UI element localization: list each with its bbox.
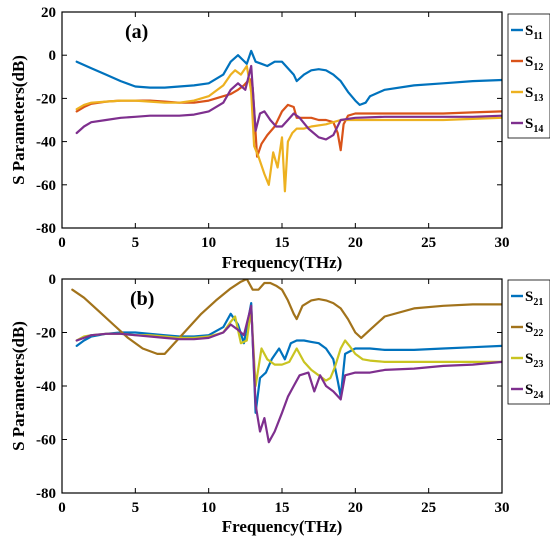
chart-b-x-tick-label: 10 [201, 500, 216, 516]
chart-a-panel-label: (a) [125, 21, 148, 43]
chart-a-x-tick-label: 30 [495, 235, 510, 251]
chart-b-y-tick-label: 0 [49, 272, 57, 288]
chart-a-y-tick-label: -80 [36, 221, 56, 237]
chart-panel-a: 0 5 10 15 20 25 30 20 0 -20 -40 -60 -80 Frequency(THz… [9, 5, 550, 272]
chart-a-legend: S11 S12 S13 S14 [507, 13, 550, 139]
chart-a-y-tick-label: -60 [36, 178, 56, 194]
chart-b-y-axis-title: S Parameters(dB) [9, 321, 28, 451]
chart-b-legend-label-s21: S21 [525, 289, 543, 308]
chart-b-series-group [71, 279, 502, 444]
chart-b-x-tick-label: 0 [58, 500, 66, 516]
chart-b-x-tick-label: 15 [275, 500, 290, 516]
chart-b-series-s21-line [75, 302, 502, 414]
chart-b-legend-label-s22: S22 [525, 320, 543, 339]
chart-a-y-tick-label: 0 [49, 48, 57, 64]
chart-b-y-tick-label: -60 [36, 433, 56, 449]
chart-b-legend: S21 S22 S23 S24 [507, 279, 550, 405]
chart-b-x-tick-label: 20 [348, 500, 363, 516]
chart-b-y-tick-label: -80 [36, 486, 56, 502]
chart-b-y-tick-label: -20 [36, 326, 56, 342]
chart-a-x-tick-label: 5 [132, 235, 140, 251]
chart-b-plot-frame [61, 278, 503, 494]
chart-a-series-s13-line [75, 64, 502, 193]
chart-a-series-group [75, 49, 502, 193]
chart-a-legend-label-s11: S11 [525, 23, 543, 42]
chart-b-panel-label: (b) [130, 288, 154, 310]
chart-a-legend-box [507, 13, 550, 139]
chart-a-series-s14-line [75, 64, 502, 141]
chart-a-x-axis-title: Frequency(THz) [222, 253, 343, 272]
chart-a-y-tick-label: -20 [36, 91, 56, 107]
chart-a-y-tick-label: -40 [36, 135, 56, 151]
chart-b-legend-box [507, 279, 550, 405]
chart-b-x-axis-title: Frequency(THz) [222, 517, 343, 536]
chart-a-legend-label-s14: S14 [525, 116, 543, 135]
chart-a-legend-label-s12: S12 [525, 54, 543, 73]
chart-a-x-tick-label: 15 [275, 235, 290, 251]
chart-a-x-tick-label: 20 [348, 235, 363, 251]
chart-a-x-tick-label: 25 [421, 235, 436, 251]
chart-b-x-tick-label: 5 [132, 500, 140, 516]
chart-a-legend-label-s13: S13 [525, 85, 543, 104]
chart-b-legend-label-s24: S24 [525, 382, 543, 401]
chart-b-series-s24-line [75, 304, 502, 444]
chart-b-legend-label-s23: S23 [525, 351, 543, 370]
chart-b-series-s22-line [71, 279, 502, 355]
chart-panel-b: 0 5 10 15 20 25 30 0 -20 -40 -60 -80 Frequency(THz) S… [9, 272, 550, 536]
chart-b-x-tick-label: 30 [495, 500, 510, 516]
chart-b-series-s23-line [75, 307, 502, 388]
chart-a-series-s11-line [75, 49, 502, 107]
chart-a-x-tick-label: 0 [58, 235, 66, 251]
chart-a-y-tick-label: 20 [41, 5, 56, 21]
chart-b-y-tick-label: -40 [36, 379, 56, 395]
chart-a-x-tick-label: 10 [201, 235, 216, 251]
chart-a-y-axis-title: S Parameters(dB) [9, 55, 28, 185]
chart-b-x-tick-label: 25 [421, 500, 436, 516]
